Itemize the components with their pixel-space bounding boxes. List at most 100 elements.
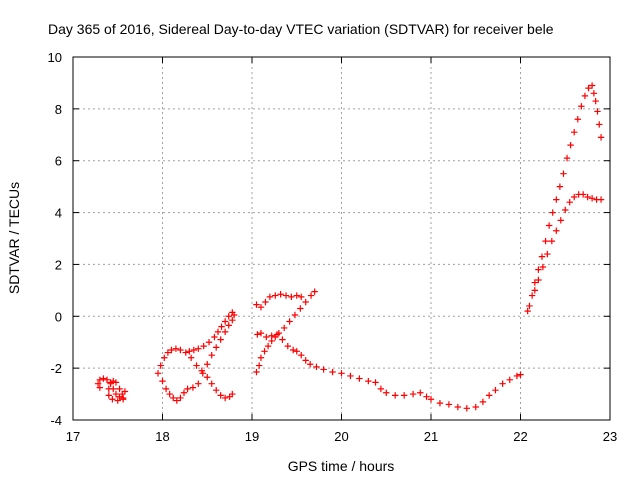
data-point [588, 195, 596, 202]
data-point [472, 403, 479, 411]
data-point [195, 380, 202, 387]
data-point [535, 266, 542, 273]
data-point [195, 345, 202, 352]
data-point [94, 380, 102, 387]
data-point [254, 331, 261, 338]
data-point [307, 292, 315, 299]
series-figure-19.1 [253, 288, 318, 376]
data-point [279, 336, 286, 343]
data-point [225, 313, 232, 320]
data-point [293, 348, 300, 355]
data-point [594, 108, 601, 115]
data-point [297, 305, 304, 312]
data-point [492, 386, 499, 394]
data-point [286, 318, 293, 325]
data-point [400, 392, 408, 399]
data-point [544, 250, 551, 258]
data-point [205, 339, 213, 346]
data-point [557, 217, 564, 224]
data-point [105, 385, 112, 393]
data-point [539, 263, 547, 271]
data-point [513, 372, 521, 380]
data-point [218, 323, 225, 330]
data-point [187, 354, 195, 361]
chart-title: Day 365 of 2016, Sidereal Day-to-day VTE… [48, 21, 554, 37]
axis-ticks: 17 18 19 20 21 22 23 -4 -2 0 2 4 6 8 10 [48, 50, 618, 444]
data-point [214, 328, 222, 336]
data-point [217, 392, 224, 399]
x-tick-label: 22 [513, 429, 527, 444]
data-point [454, 403, 462, 411]
data-point [409, 390, 417, 398]
data-point [548, 237, 556, 245]
data-point [180, 389, 188, 396]
data-point [213, 344, 220, 351]
y-tick-label: 8 [55, 102, 62, 117]
data-point [436, 399, 444, 407]
data-point [213, 386, 220, 394]
data-point [463, 405, 470, 412]
data-point [563, 154, 571, 162]
data-point [556, 183, 564, 190]
data-point [272, 292, 279, 299]
data-point [189, 384, 197, 391]
data-point [199, 370, 206, 377]
data-point [173, 397, 181, 404]
series-rise-22-23 [524, 82, 605, 315]
data-point [229, 309, 236, 316]
data-point [211, 333, 218, 341]
data-point [579, 191, 587, 198]
data-point [535, 276, 542, 284]
data-point [566, 199, 573, 206]
data-point [96, 384, 104, 391]
y-tick-label: 4 [55, 206, 62, 221]
data-point [499, 380, 506, 387]
x-tick-label: 17 [66, 429, 80, 444]
data-point [105, 392, 112, 399]
series-figure-18.0 [154, 311, 238, 404]
data-point [383, 389, 390, 396]
data-point [229, 390, 236, 398]
y-tick-label: -4 [50, 413, 62, 428]
data-point [204, 374, 211, 381]
data-point [107, 379, 114, 386]
x-tick-label: 18 [155, 429, 169, 444]
series-loop-17.3 [94, 375, 129, 404]
series-trail-20-22 [306, 361, 524, 412]
data-point [571, 128, 578, 136]
data-point [116, 385, 123, 393]
data-point [96, 376, 104, 384]
data-point [329, 368, 336, 376]
data-point [159, 377, 166, 385]
data-point [531, 287, 539, 294]
data-point [261, 348, 268, 355]
data-point [182, 349, 189, 356]
x-tick-label: 21 [424, 429, 438, 444]
data-point [289, 346, 297, 354]
data-point [221, 394, 229, 402]
x-axis-title: GPS time / hours [288, 458, 395, 474]
data-point [372, 379, 379, 386]
data-point [545, 222, 553, 229]
data-point [119, 394, 127, 402]
data-point [225, 322, 232, 329]
data-point [311, 288, 318, 295]
data-point [257, 354, 265, 361]
data-point [584, 193, 591, 201]
data-point [103, 376, 111, 384]
data-point [121, 388, 129, 395]
data-point [590, 90, 598, 97]
data-point [291, 311, 299, 319]
data-point [597, 196, 605, 203]
data-point [302, 298, 309, 306]
data-point [100, 375, 107, 382]
data-point [253, 301, 260, 308]
data-point [578, 103, 585, 110]
data-point [186, 348, 193, 355]
data-point [574, 116, 581, 123]
data-point [273, 331, 281, 338]
data-point [268, 332, 275, 339]
y-tick-label: 10 [48, 50, 62, 65]
data-point [597, 134, 605, 141]
data-point [166, 390, 173, 398]
